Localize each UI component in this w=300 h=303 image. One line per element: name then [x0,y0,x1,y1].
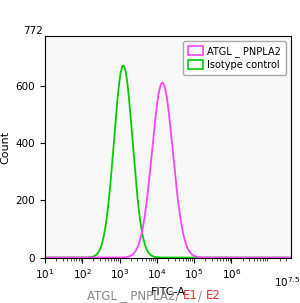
Text: ATGL _ PNPLA2/: ATGL _ PNPLA2/ [87,289,183,302]
Legend: ATGL _ PNPLA2, Isotype control: ATGL _ PNPLA2, Isotype control [183,41,286,75]
Y-axis label: Count: Count [0,130,10,164]
Text: $10^{7.5}$: $10^{7.5}$ [274,275,300,289]
Text: 772: 772 [23,26,43,36]
Text: /: / [198,289,206,302]
X-axis label: FITC-A: FITC-A [151,287,185,297]
Text: E2: E2 [206,289,220,302]
Text: E1: E1 [183,289,198,302]
